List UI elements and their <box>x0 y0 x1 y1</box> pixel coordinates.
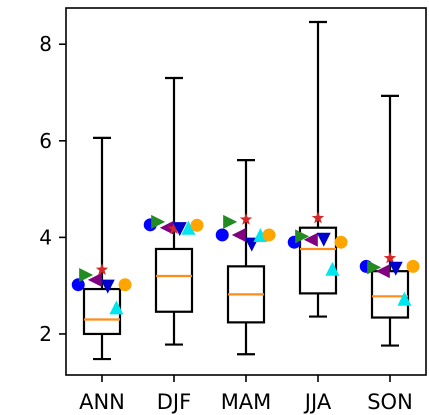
box-body-djf <box>154 247 194 313</box>
marker-triangle-up-son-5 <box>397 291 412 306</box>
y-tick-label: 4 <box>39 225 52 249</box>
marker-triangle-right-mam-1 <box>223 214 238 229</box>
marker-triangle-right-jja-1 <box>295 229 310 244</box>
marker-star-jja-3 <box>311 211 325 224</box>
marker-triangle-up-djf-5 <box>181 220 196 235</box>
marker-circle-ann-6 <box>118 278 132 292</box>
box-son <box>370 94 410 347</box>
marker-triangle-up-jja-5 <box>325 261 340 276</box>
x-tick-label: SON <box>367 390 413 414</box>
x-tick-label: MAM <box>221 390 272 414</box>
marker-triangle-down-son-4 <box>388 261 403 276</box>
marker-circle-mam-6 <box>262 228 276 242</box>
marker-triangle-down-jja-4 <box>316 232 331 247</box>
marker-triangle-right-djf-1 <box>151 214 166 229</box>
marker-triangle-up-ann-5 <box>109 300 124 315</box>
axes: 2 4 6 8 ANN DJF MAM JJA SON <box>39 7 427 414</box>
marker-triangle-left-ann-2 <box>87 272 102 287</box>
marker-star-ann-3 <box>95 263 109 275</box>
marker-triangle-down-djf-4 <box>172 222 187 237</box>
marker-triangle-right-son-1 <box>367 260 382 275</box>
marker-triangle-left-jja-2 <box>303 232 318 247</box>
marker-circle-mam-0 <box>215 228 229 242</box>
y-tick-label: 6 <box>39 129 52 153</box>
marker-triangle-right-ann-1 <box>79 268 94 283</box>
y-tick-label: 2 <box>39 322 52 346</box>
box-djf <box>154 76 194 346</box>
marker-star-mam-3 <box>239 213 253 225</box>
x-tick-label: JJA <box>303 390 332 414</box>
x-tick-label: ANN <box>79 390 125 414</box>
x-tick-label: DJF <box>157 390 191 414</box>
marker-triangle-left-son-2 <box>375 264 390 279</box>
marker-circle-son-6 <box>406 259 420 273</box>
box-jja <box>298 20 338 318</box>
plot-area <box>71 20 420 361</box>
marker-triangle-down-ann-4 <box>100 279 115 294</box>
box-ann <box>82 136 122 361</box>
marker-triangle-left-mam-2 <box>231 227 246 242</box>
marker-star-djf-3 <box>167 222 181 234</box>
box-mam <box>226 159 266 356</box>
marker-circle-jja-6 <box>334 235 348 249</box>
box-body-jja <box>298 226 338 295</box>
marker-star-son-3 <box>383 251 397 264</box>
marker-circle-djf-6 <box>190 218 204 232</box>
marker-circle-ann-0 <box>71 278 85 292</box>
y-tick-label: 8 <box>39 32 52 56</box>
marker-triangle-left-djf-2 <box>159 220 174 235</box>
box-body-son <box>370 270 410 319</box>
